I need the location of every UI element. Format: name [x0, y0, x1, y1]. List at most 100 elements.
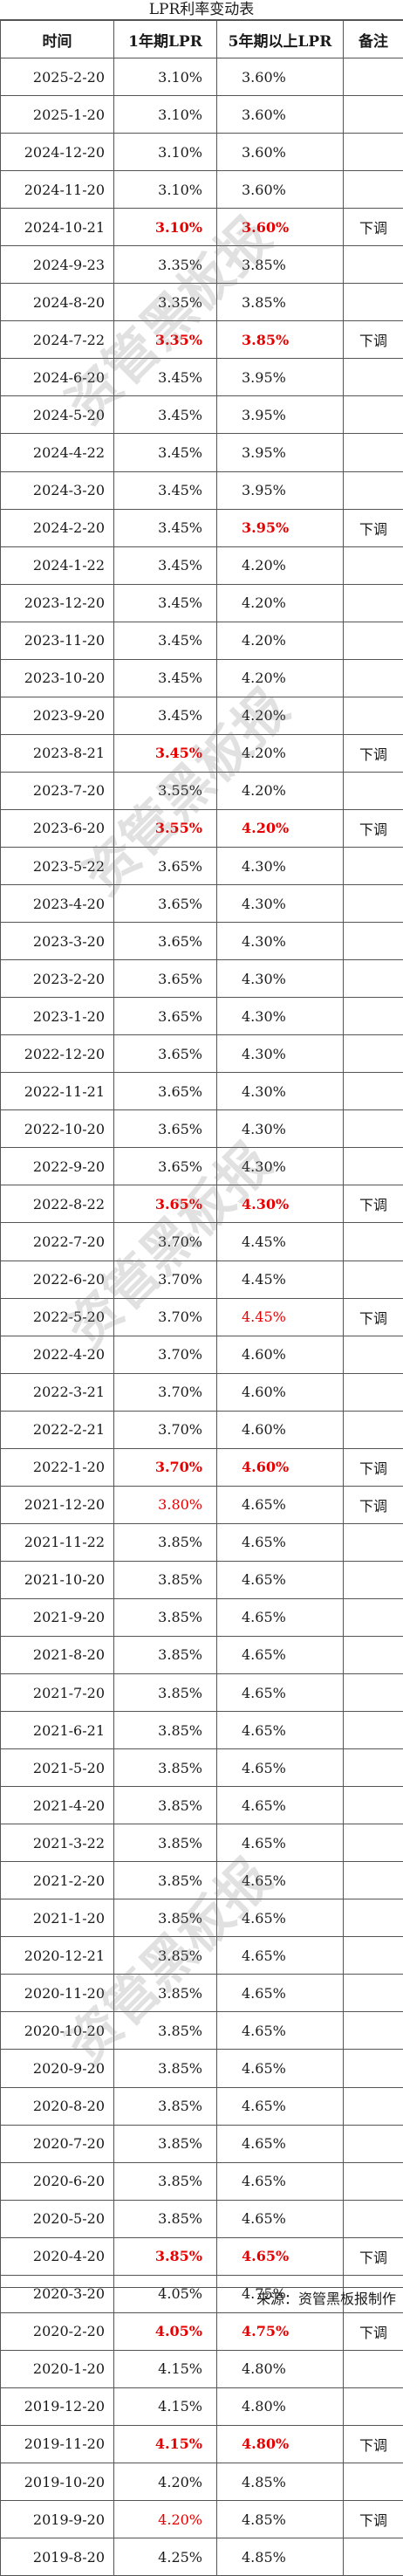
row-lpr1: 3.65%	[114, 960, 217, 998]
row-note	[344, 772, 403, 809]
row-date: 2024-1-22	[1, 546, 114, 584]
row-lpr5: 4.65%	[217, 2200, 344, 2237]
header-lpr5: 5年期以上LPR	[217, 21, 344, 58]
row-date: 2024-9-23	[1, 246, 114, 284]
row-lpr5: 4.30%	[217, 885, 344, 923]
row-lpr1: 3.45%	[114, 734, 217, 772]
row-date: 2022-1-20	[1, 1448, 114, 1486]
row-date: 2020-6-20	[1, 2162, 114, 2200]
row-note	[344, 1373, 403, 1411]
row-note	[344, 96, 403, 134]
row-note: 下调	[344, 1486, 403, 1523]
source-footer: 来源：资管黑板报制作	[0, 2287, 403, 2310]
row-note: 下调	[344, 1448, 403, 1486]
row-lpr1: 3.85%	[114, 2200, 217, 2237]
row-lpr1: 3.70%	[114, 1373, 217, 1411]
row-lpr5: 4.30%	[217, 1148, 344, 1185]
row-lpr5: 4.20%	[217, 809, 344, 847]
row-date: 2020-8-20	[1, 2087, 114, 2125]
row-note	[344, 1862, 403, 1899]
row-date: 2020-11-20	[1, 1975, 114, 2012]
row-date: 2023-7-20	[1, 772, 114, 809]
row-note: 下调	[344, 209, 403, 246]
row-note	[344, 659, 403, 697]
row-date: 2022-2-21	[1, 1411, 114, 1448]
row-note	[344, 1824, 403, 1862]
row-date: 2019-12-20	[1, 2387, 114, 2425]
row-date: 2023-9-20	[1, 697, 114, 734]
row-note: 下调	[344, 509, 403, 546]
row-lpr1: 3.45%	[114, 546, 217, 584]
row-lpr1: 4.15%	[114, 2350, 217, 2387]
row-date: 2021-12-20	[1, 1486, 114, 1523]
row-date: 2021-8-20	[1, 1636, 114, 1673]
row-note	[344, 2012, 403, 2050]
row-lpr5: 4.30%	[217, 1073, 344, 1110]
row-note: 下调	[344, 734, 403, 772]
row-lpr1: 3.70%	[114, 1411, 217, 1448]
row-lpr1: 4.20%	[114, 2501, 217, 2538]
row-note	[344, 847, 403, 884]
row-note	[344, 434, 403, 471]
row-date: 2022-6-20	[1, 1261, 114, 1298]
row-lpr5: 4.80%	[217, 2387, 344, 2425]
row-lpr5: 3.95%	[217, 471, 344, 509]
row-lpr5: 4.75%	[217, 2312, 344, 2350]
row-date: 2020-12-21	[1, 1937, 114, 1975]
row-lpr5: 4.60%	[217, 1373, 344, 1411]
row-note	[344, 1937, 403, 1975]
row-lpr1: 3.85%	[114, 2087, 217, 2125]
row-note	[344, 1336, 403, 1373]
row-date: 2022-11-21	[1, 1073, 114, 1110]
row-note	[344, 998, 403, 1035]
row-lpr1: 3.65%	[114, 1185, 217, 1223]
row-date: 2021-10-20	[1, 1561, 114, 1598]
row-lpr5: 4.65%	[217, 2162, 344, 2200]
row-note	[344, 134, 403, 171]
row-lpr5: 4.20%	[217, 622, 344, 659]
row-lpr5: 4.65%	[217, 2012, 344, 2050]
row-note	[344, 2463, 403, 2501]
table-title: LPR利率变动表	[0, 0, 403, 20]
row-lpr1: 3.70%	[114, 1448, 217, 1486]
row-note	[344, 2538, 403, 2576]
header-date: 时间	[1, 21, 114, 58]
row-note	[344, 1148, 403, 1185]
row-note	[344, 1035, 403, 1073]
row-note	[344, 1749, 403, 1787]
row-lpr1: 3.85%	[114, 1899, 217, 1937]
row-lpr1: 3.45%	[114, 509, 217, 546]
row-note	[344, 1975, 403, 2012]
row-lpr5: 4.20%	[217, 772, 344, 809]
row-date: 2021-9-20	[1, 1598, 114, 1636]
row-note	[344, 546, 403, 584]
row-date: 2025-1-20	[1, 96, 114, 134]
row-lpr5: 4.20%	[217, 697, 344, 734]
row-date: 2022-10-20	[1, 1110, 114, 1148]
row-date: 2021-1-20	[1, 1899, 114, 1937]
row-note	[344, 1223, 403, 1261]
row-lpr1: 3.80%	[114, 1486, 217, 1523]
